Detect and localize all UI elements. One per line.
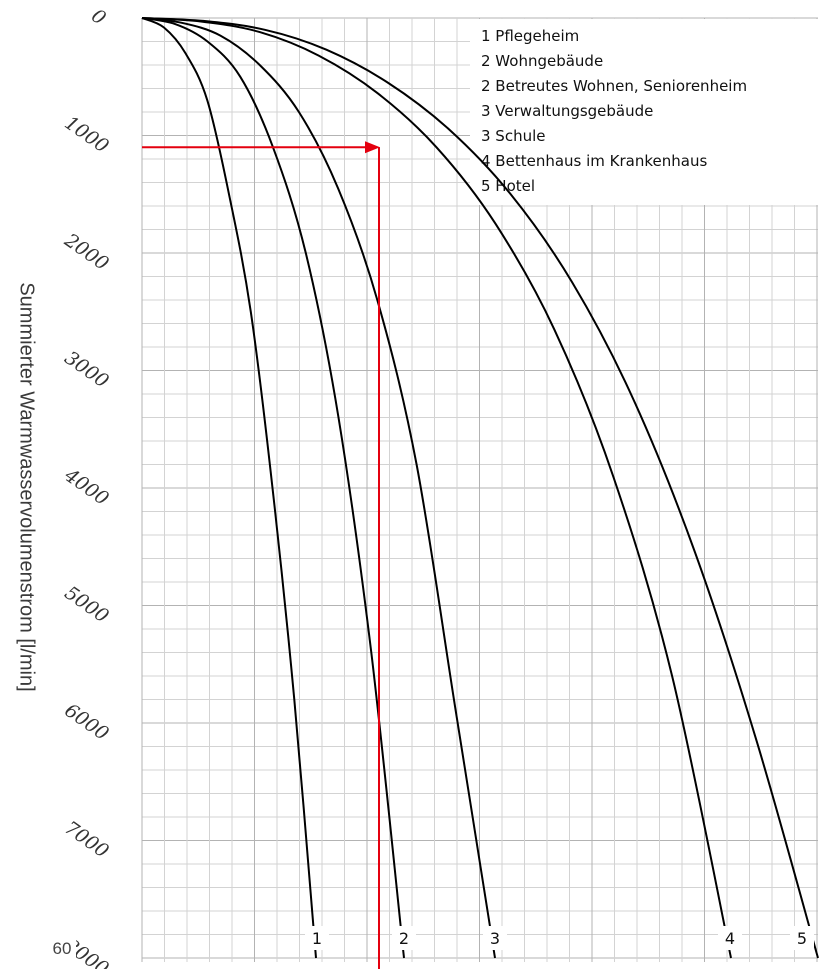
x-tick-label-background xyxy=(50,938,76,960)
legend-entry: 2 Wohngebäude xyxy=(481,52,603,70)
series-label-5: 5 xyxy=(797,929,807,948)
y-axis-label: Summierter Warmwasservolumenstrom [l/min… xyxy=(16,282,38,691)
series-label-1: 1 xyxy=(312,929,322,948)
series-line-5 xyxy=(141,17,819,959)
y-tick-label: 7000 xyxy=(60,817,112,863)
series-label-3: 3 xyxy=(490,929,500,948)
legend-entry: 4 Bettenhaus im Krankenhaus xyxy=(481,152,707,170)
legend-entry: 3 Verwaltungsgebäude xyxy=(481,102,653,120)
y-tick-label: 2000 xyxy=(60,229,113,275)
y-tick-label: 4000 xyxy=(60,464,113,510)
y-tick-label: 1000 xyxy=(60,112,112,158)
legend: 1 Pflegeheim 2 Wohngebäude 2 Betreutes Woh… xyxy=(470,19,822,205)
series-line-2 xyxy=(141,17,405,959)
example-reading-guide xyxy=(142,141,380,969)
series-label-2: 2 xyxy=(399,929,409,948)
y-tick-label: 5000 xyxy=(60,582,112,628)
legend-entry: 3 Schule xyxy=(481,127,546,145)
chart-series xyxy=(141,17,819,959)
series-label-4: 4 xyxy=(725,929,735,948)
y-tick-label: 3000 xyxy=(60,347,112,393)
series-label-background xyxy=(483,926,507,950)
series-label-background xyxy=(392,926,416,950)
legend-entry: 2 Betreutes Wohnen, Seniorenheim xyxy=(481,77,747,95)
series-label-background xyxy=(790,926,814,950)
series-line-1 xyxy=(141,17,317,959)
guide-arrow xyxy=(365,141,380,154)
series-label-background xyxy=(305,926,329,950)
legend-entry: 1 Pflegeheim xyxy=(481,27,579,45)
x-tick-label: 60 xyxy=(53,939,72,958)
legend-background xyxy=(470,19,822,205)
series-label-background xyxy=(718,926,742,950)
series-line-4 xyxy=(141,17,732,959)
y-tick-label: 6000 xyxy=(60,699,112,745)
y-tick-label: 0 xyxy=(87,5,110,30)
series-labels: 1 2 3 4 5 xyxy=(305,926,814,950)
legend-entry: 5 Hotel xyxy=(481,177,535,195)
series-line-3 xyxy=(141,17,496,959)
